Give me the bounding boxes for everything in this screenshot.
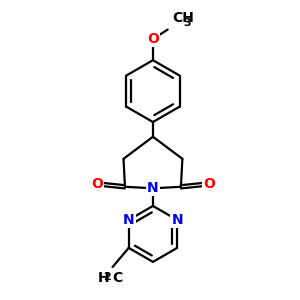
Text: 2: 2 xyxy=(103,272,111,282)
Text: N: N xyxy=(147,181,159,195)
Text: N: N xyxy=(171,213,183,227)
Text: O: O xyxy=(203,177,215,191)
Text: C: C xyxy=(112,271,123,285)
Text: N: N xyxy=(123,213,134,227)
Text: H: H xyxy=(98,271,109,285)
Text: O: O xyxy=(147,32,159,46)
Text: CH: CH xyxy=(172,11,194,25)
Text: 3: 3 xyxy=(183,18,190,28)
Text: O: O xyxy=(91,177,103,191)
